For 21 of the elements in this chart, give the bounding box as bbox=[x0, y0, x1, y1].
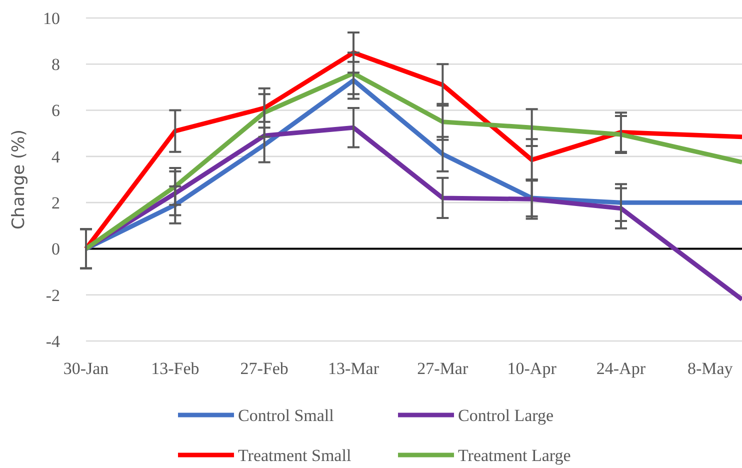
y-tick-label: -4 bbox=[46, 332, 60, 351]
y-tick-label: 10 bbox=[43, 8, 60, 28]
x-tick-label: 24-Apr bbox=[596, 359, 646, 378]
x-tick-label: 8-May bbox=[687, 359, 734, 378]
y-tick-label: -2 bbox=[46, 286, 60, 305]
legend-label: Treatment Large bbox=[458, 446, 571, 465]
y-tick-label: 6 bbox=[52, 101, 60, 120]
y-tick-label: 4 bbox=[52, 147, 60, 166]
x-tick-label: 27-Feb bbox=[240, 359, 288, 378]
x-tick-label: 27-Mar bbox=[417, 359, 468, 378]
x-tick-label: 13-Mar bbox=[328, 359, 380, 378]
y-tick-label: 2 bbox=[52, 194, 60, 213]
legend-label: Control Large bbox=[458, 406, 554, 425]
y-tick-label: 0 bbox=[52, 240, 60, 259]
legend-label: Control Small bbox=[238, 406, 334, 425]
legend-label: Treatment Small bbox=[238, 446, 352, 465]
x-tick-label: 30-Jan bbox=[63, 359, 110, 378]
y-tick-label: 8 bbox=[52, 55, 60, 74]
x-tick-label: 13-Feb bbox=[151, 359, 200, 378]
x-tick-label: 10-Apr bbox=[507, 359, 557, 378]
y-axis-title: Change (%) bbox=[9, 130, 29, 230]
